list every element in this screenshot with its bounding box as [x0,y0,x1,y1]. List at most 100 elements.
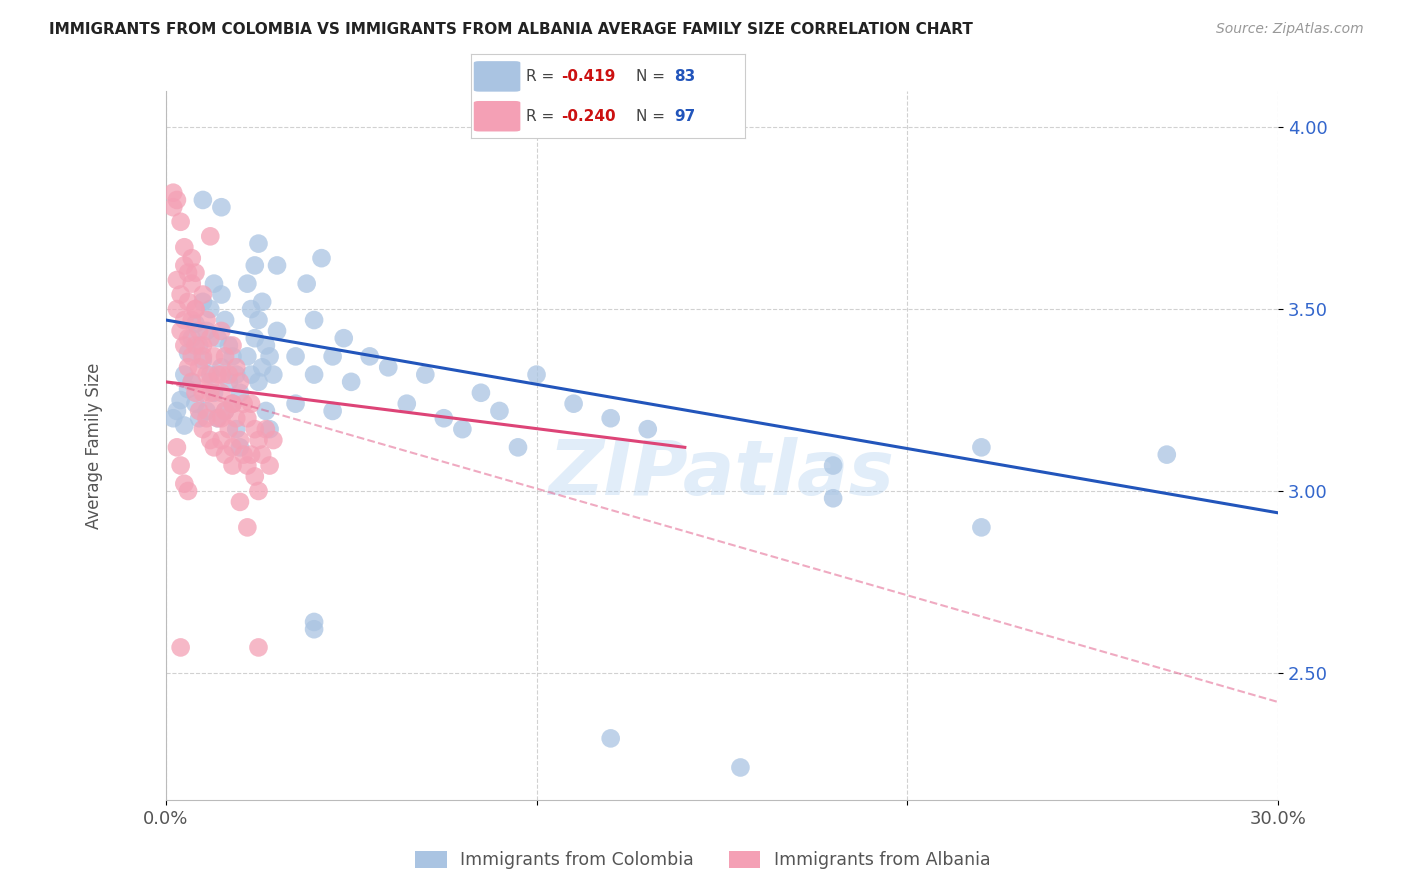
Point [195,404,218,418]
Point [236,350,259,364]
Point [180,375,202,389]
Point [221,458,243,473]
Point [221,397,243,411]
Point [191,353,214,368]
Point [214,313,236,327]
Point [970,520,993,534]
Point [188,411,211,425]
Point [184,397,207,411]
Point [191,385,214,400]
Point [209,368,232,382]
Text: ZIPatlas: ZIPatlas [548,437,894,511]
Point [243,259,266,273]
Point [259,350,281,364]
Point [225,411,247,425]
Point [259,422,281,436]
Point [262,433,284,447]
Point [177,331,200,345]
Point [562,397,585,411]
Point [225,368,247,382]
Point [221,440,243,454]
Point [180,313,202,327]
Point [359,350,381,364]
Point [250,448,273,462]
Point [200,331,222,345]
Point [173,240,195,254]
Point [433,411,456,425]
Point [184,385,207,400]
Point [200,433,222,447]
Point [259,458,281,473]
Point [209,324,232,338]
Text: R =: R = [526,69,560,84]
Point [184,266,207,280]
Point [247,313,270,327]
Point [180,350,202,364]
Point [236,520,259,534]
Legend: Immigrants from Colombia, Immigrants from Albania: Immigrants from Colombia, Immigrants fro… [408,844,998,876]
Point [730,760,752,774]
Point [207,411,229,425]
Point [169,640,191,655]
Point [191,350,214,364]
Point [162,186,184,200]
Y-axis label: Average Family Size: Average Family Size [86,362,103,529]
Point [173,313,195,327]
Point [247,375,270,389]
Point [166,440,188,454]
Point [243,469,266,483]
Point [173,476,195,491]
Point [229,495,252,509]
Point [229,375,252,389]
Text: N =: N = [636,69,669,84]
Point [191,294,214,309]
Point [191,338,214,352]
Point [247,483,270,498]
Text: -0.240: -0.240 [561,109,616,124]
Text: 97: 97 [673,109,695,124]
Point [250,360,273,375]
Point [169,458,191,473]
Point [823,458,845,473]
Point [214,404,236,418]
Point [599,411,621,425]
Point [240,368,263,382]
Point [191,422,214,436]
Point [218,338,240,352]
Point [395,397,418,411]
Point [311,251,333,265]
Point [302,615,325,629]
Point [177,483,200,498]
Point [214,448,236,462]
Point [200,302,222,317]
Text: IMMIGRANTS FROM COLOMBIA VS IMMIGRANTS FROM ALBANIA AVERAGE FAMILY SIZE CORRELAT: IMMIGRANTS FROM COLOMBIA VS IMMIGRANTS F… [49,22,973,37]
Point [209,287,232,301]
Point [214,350,236,364]
Point [184,317,207,331]
Point [173,368,195,382]
Point [266,259,288,273]
Text: N =: N = [636,109,669,124]
Point [488,404,510,418]
Point [218,422,240,436]
Point [340,375,363,389]
Point [184,302,207,317]
Text: -0.419: -0.419 [561,69,616,84]
Point [236,458,259,473]
Text: Source: ZipAtlas.com: Source: ZipAtlas.com [1216,22,1364,37]
Point [243,422,266,436]
Point [209,411,232,425]
Point [180,375,202,389]
Point [169,287,191,301]
Point [177,345,200,359]
Point [166,193,188,207]
Point [302,368,325,382]
Point [202,350,225,364]
Point [202,440,225,454]
Point [332,331,354,345]
Point [207,331,229,345]
Point [254,404,277,418]
Point [180,277,202,291]
Point [195,313,218,327]
Point [195,368,218,382]
